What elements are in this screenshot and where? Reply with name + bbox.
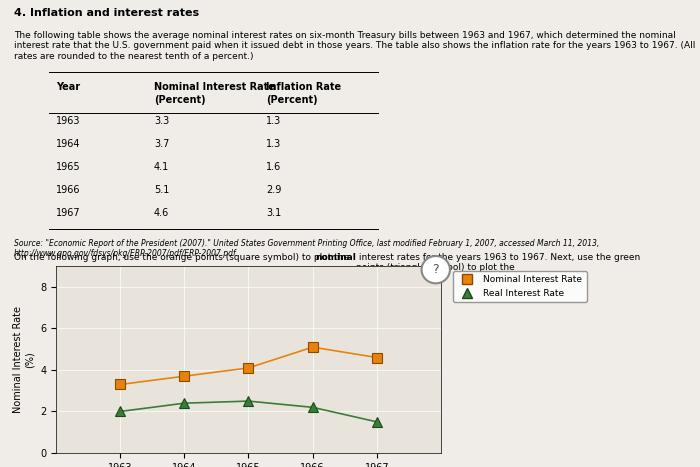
Text: 1963: 1963: [56, 115, 80, 126]
Legend: Nominal Interest Rate, Real Interest Rate: Nominal Interest Rate, Real Interest Rat…: [453, 271, 587, 302]
Text: 1965: 1965: [56, 162, 80, 172]
Text: On the following graph, use the orange points (square symbol) to plot the: On the following graph, use the orange p…: [14, 253, 352, 262]
Text: 3.7: 3.7: [154, 139, 169, 149]
Text: 5.1: 5.1: [154, 185, 169, 195]
Text: The following table shows the average nominal interest rates on six-month Treasu: The following table shows the average no…: [14, 31, 695, 61]
Text: nominal: nominal: [315, 253, 356, 262]
Text: Year: Year: [56, 82, 80, 92]
Text: 1.6: 1.6: [266, 162, 281, 172]
Text: Source: "Economic Report of the President (2007)." United States Government Prin: Source: "Economic Report of the Presiden…: [14, 239, 599, 258]
Text: 1966: 1966: [56, 185, 80, 195]
Text: ?: ?: [433, 263, 439, 276]
Text: 1.3: 1.3: [266, 115, 281, 126]
Text: 2.9: 2.9: [266, 185, 281, 195]
Text: 1964: 1964: [56, 139, 80, 149]
Text: Inflation Rate: Inflation Rate: [266, 82, 341, 92]
Text: 3.3: 3.3: [154, 115, 169, 126]
Text: 1.3: 1.3: [266, 139, 281, 149]
Circle shape: [421, 256, 450, 283]
Text: (Percent): (Percent): [266, 95, 318, 105]
Text: 4.6: 4.6: [154, 208, 169, 218]
Text: 4. Inflation and interest rates: 4. Inflation and interest rates: [14, 7, 199, 18]
Text: interest rates for the years 1963 to 1967. Next, use the green
points (triangle : interest rates for the years 1963 to 196…: [356, 253, 640, 272]
Text: real: real: [203, 272, 223, 281]
Text: 3.1: 3.1: [266, 208, 281, 218]
Text: (Percent): (Percent): [154, 95, 206, 105]
Text: 4.1: 4.1: [154, 162, 169, 172]
Text: 1967: 1967: [56, 208, 80, 218]
Y-axis label: Nominal Interest Rate
(%): Nominal Interest Rate (%): [13, 306, 34, 413]
Text: Nominal Interest Rate: Nominal Interest Rate: [154, 82, 275, 92]
Text: interest rates for those years.: interest rates for those years.: [226, 272, 364, 281]
